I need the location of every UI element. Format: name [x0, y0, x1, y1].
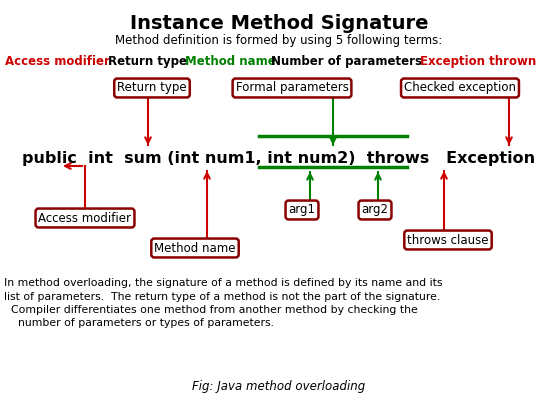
Text: arg2: arg2: [362, 204, 389, 216]
Text: number of parameters or types of parameters.: number of parameters or types of paramet…: [4, 318, 274, 328]
Text: Number of parameters: Number of parameters: [271, 55, 422, 68]
Text: arg1: arg1: [288, 204, 315, 216]
Text: public  int  sum (int num1, int num2)  throws   Exception: public int sum (int num1, int num2) thro…: [22, 150, 536, 166]
Text: Instance Method Signature: Instance Method Signature: [130, 14, 428, 33]
Text: Compiler differentiates one method from another method by checking the: Compiler differentiates one method from …: [4, 305, 418, 315]
Text: Method name: Method name: [154, 241, 236, 254]
Text: list of parameters.  The return type of a method is not the part of the signatur: list of parameters. The return type of a…: [4, 291, 440, 301]
Text: Exception thrown: Exception thrown: [420, 55, 536, 68]
Text: Method definition is formed by using 5 following terms:: Method definition is formed by using 5 f…: [115, 34, 443, 47]
Text: Return type: Return type: [117, 81, 187, 94]
Text: Method name: Method name: [185, 55, 276, 68]
Text: throws clause: throws clause: [408, 233, 489, 247]
Text: Return type: Return type: [108, 55, 187, 68]
Text: In method overloading, the signature of a method is defined by its name and its: In method overloading, the signature of …: [4, 278, 443, 288]
Text: Checked exception: Checked exception: [404, 81, 516, 94]
Text: Formal parameters: Formal parameters: [235, 81, 348, 94]
Text: Access modifier: Access modifier: [5, 55, 110, 68]
Text: Access modifier: Access modifier: [39, 212, 131, 224]
Text: Fig: Java method overloading: Fig: Java method overloading: [192, 380, 366, 393]
